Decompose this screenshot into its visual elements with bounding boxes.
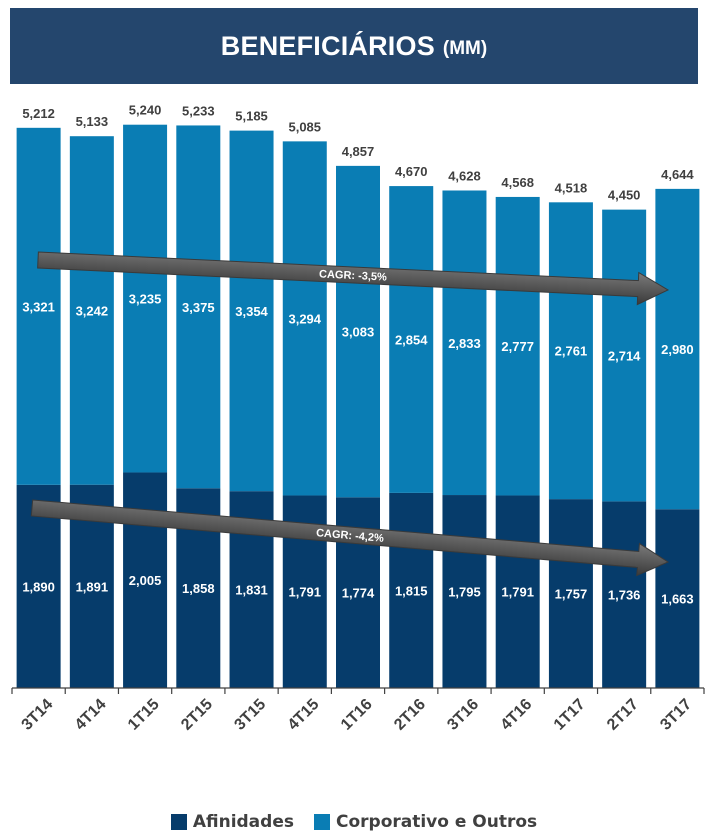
- category-label: 1T17: [551, 696, 589, 734]
- value-label-afinidades: 1,736: [608, 588, 641, 603]
- bar-afinidades: [16, 484, 61, 688]
- total-label: 4,450: [608, 188, 641, 203]
- total-label: 4,518: [555, 180, 588, 195]
- bar-corporativo: [495, 196, 540, 496]
- legend-item-corporativo: Corporativo e Outros: [313, 812, 538, 832]
- bar-afinidades: [655, 509, 700, 688]
- category-label: 2T15: [178, 696, 216, 734]
- bar-corporativo: [123, 124, 168, 473]
- total-label: 5,133: [76, 114, 109, 129]
- value-label-corporativo: 2,854: [395, 332, 428, 347]
- legend-label-afinidades: Afinidades: [192, 812, 294, 832]
- total-label: 5,185: [235, 109, 268, 124]
- value-label-afinidades: 1,757: [555, 587, 588, 602]
- legend-swatch-afinidades: [170, 814, 187, 830]
- bar-corporativo: [602, 209, 647, 502]
- stacked-bar-chart: CAGR: -3,5% CAGR: -4,2% 5,212 3,321 1,890 3T…: [11, 103, 705, 734]
- bar-corporativo: [16, 127, 61, 485]
- bar-corporativo: [336, 165, 380, 498]
- category-label: 1T16: [338, 696, 376, 734]
- value-label-afinidades: 2,005: [129, 573, 162, 588]
- bar-corporativo: [655, 188, 700, 510]
- value-label-afinidades: 1,791: [288, 585, 321, 600]
- bar-corporativo: [229, 130, 274, 492]
- category-label: 2T17: [604, 696, 642, 734]
- value-label-corporativo: 3,242: [76, 303, 109, 318]
- value-label-afinidades: 1,815: [395, 583, 428, 598]
- total-label: 4,644: [661, 167, 694, 182]
- cagr-arrow-afinidades-shape: [30, 499, 670, 577]
- bar-afinidades: [602, 501, 647, 688]
- value-label-afinidades: 1,890: [22, 579, 55, 594]
- cagr-arrow-afinidades: CAGR: -4,2%: [30, 499, 670, 577]
- value-label-corporativo: 2,777: [501, 339, 534, 354]
- category-label: 2T16: [391, 696, 429, 734]
- cagr-arrow-corporativo: CAGR: -3,5%: [37, 251, 670, 306]
- bar-corporativo: [389, 186, 434, 493]
- value-label-corporativo: 2,714: [608, 349, 641, 364]
- value-label-afinidades: 1,663: [661, 592, 694, 607]
- value-label-afinidades: 1,831: [235, 583, 268, 598]
- value-label-corporativo: 3,294: [288, 311, 321, 326]
- value-label-corporativo: 3,083: [342, 325, 375, 340]
- total-label: 5,085: [288, 119, 321, 134]
- value-label-corporativo: 3,375: [182, 300, 215, 315]
- value-label-afinidades: 1,795: [448, 585, 481, 600]
- total-label: 4,628: [448, 168, 481, 183]
- total-label: 4,568: [501, 175, 534, 190]
- total-label: 4,670: [395, 164, 428, 179]
- bar-afinidades: [495, 495, 540, 688]
- cagr-arrow-corporativo-shape: [37, 251, 670, 306]
- total-label: 5,233: [182, 103, 215, 118]
- value-label-afinidades: 1,774: [342, 586, 375, 601]
- bar-afinidades: [442, 495, 487, 688]
- bar-corporativo: [176, 125, 221, 489]
- total-label: 5,240: [129, 103, 162, 118]
- value-label-corporativo: 3,354: [235, 304, 268, 319]
- value-label-afinidades: 1,858: [182, 581, 215, 596]
- chart-title-bar: BENEFICIÁRIOS (MM): [10, 8, 698, 84]
- category-label: 4T16: [498, 696, 536, 734]
- category-label: 4T15: [285, 696, 323, 734]
- category-label: 3T15: [231, 696, 269, 734]
- bar-corporativo: [442, 190, 487, 496]
- value-label-afinidades: 1,791: [501, 585, 534, 600]
- value-label-corporativo: 2,833: [448, 336, 481, 351]
- bar-corporativo: [548, 202, 593, 500]
- category-label: 3T17: [657, 696, 695, 734]
- legend-swatch-corporativo: [313, 814, 330, 830]
- bar-afinidades: [389, 492, 434, 688]
- legend-item-afinidades: Afinidades: [170, 812, 294, 832]
- value-label-corporativo: 2,980: [661, 342, 694, 357]
- total-label: 4,857: [342, 144, 375, 159]
- total-label: 5,212: [22, 106, 55, 121]
- bar-afinidades: [548, 499, 593, 688]
- value-label-corporativo: 3,321: [22, 299, 55, 314]
- value-label-corporativo: 2,761: [555, 344, 588, 359]
- category-label: 3T14: [19, 696, 57, 734]
- category-label: 1T15: [125, 696, 163, 734]
- value-label-corporativo: 3,235: [129, 292, 162, 307]
- bar-corporativo: [69, 136, 114, 485]
- legend-label-corporativo: Corporativo e Outros: [335, 812, 538, 832]
- chart-title: BENEFICIÁRIOS: [220, 30, 435, 61]
- bar-corporativo: [282, 141, 327, 496]
- value-label-afinidades: 1,891: [76, 579, 109, 594]
- cagr-arrow-afinidades-label: CAGR: -4,2%: [316, 527, 385, 545]
- cagr-arrow-corporativo-label: CAGR: -3,5%: [319, 268, 388, 283]
- category-label: 4T14: [72, 696, 110, 734]
- legend: Afinidades Corporativo e Outros: [0, 812, 708, 832]
- category-label: 3T16: [444, 696, 482, 734]
- chart-title-unit: (MM): [442, 38, 488, 59]
